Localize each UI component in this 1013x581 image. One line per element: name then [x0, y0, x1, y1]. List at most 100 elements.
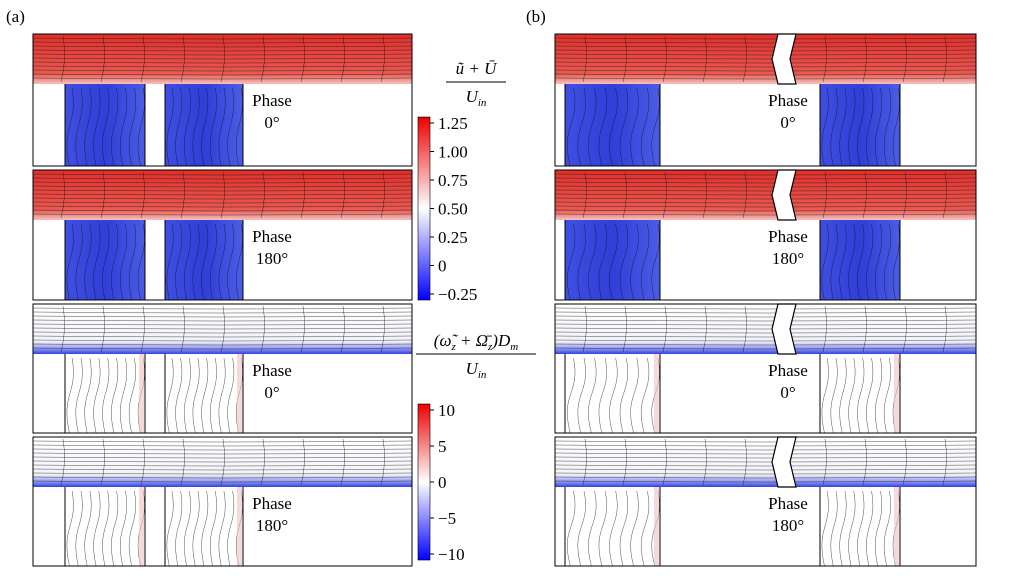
streamline [32, 45, 413, 48]
streamline [577, 223, 586, 301]
row-frame [554, 33, 977, 167]
streamline [640, 223, 650, 301]
streamline [137, 223, 145, 301]
streamline [119, 357, 127, 434]
streamline [32, 347, 413, 350]
streamline [839, 223, 847, 301]
streamline [227, 223, 235, 301]
streamline [651, 87, 660, 167]
cavity-frame [819, 487, 901, 566]
streamline [32, 41, 413, 44]
cavity-frame [164, 84, 244, 166]
streamline [883, 490, 891, 567]
streamline [209, 490, 217, 567]
streamline [119, 87, 127, 167]
cavity-frame [819, 354, 901, 433]
profile-line [702, 35, 707, 83]
streamline [630, 87, 639, 167]
profile-line [622, 35, 627, 83]
streamline [857, 357, 865, 434]
streamline [84, 87, 92, 167]
streamline [554, 181, 977, 184]
streamline [554, 476, 977, 479]
streamline [93, 87, 101, 167]
streamline [821, 490, 829, 567]
streamline [588, 490, 597, 567]
streamline [874, 490, 882, 567]
streamline [209, 223, 217, 301]
panel-label: (b) [526, 7, 546, 26]
cavity [65, 84, 145, 166]
streamline [567, 490, 576, 567]
streamline [32, 69, 413, 72]
profile-line [702, 171, 707, 219]
streamline [554, 335, 977, 338]
vortex-edge [654, 354, 659, 433]
profile-line [942, 438, 947, 486]
profile-line [140, 35, 145, 83]
streamline [75, 357, 83, 434]
profile-line [942, 305, 947, 353]
streamline [192, 357, 200, 434]
streamline [598, 490, 607, 567]
phase-label: Phase [252, 91, 292, 110]
phase-label: Phase [768, 91, 808, 110]
streamline [588, 357, 597, 434]
streamline [32, 49, 413, 52]
streamline [32, 339, 413, 342]
row-frame [32, 303, 413, 434]
streamline [554, 189, 977, 192]
profile-line [862, 35, 867, 83]
profile-line [380, 438, 385, 486]
streamline [609, 357, 618, 434]
profile-line [140, 171, 145, 219]
phase-angle: 0° [780, 383, 795, 402]
cavity-frame [564, 84, 661, 166]
streamline [32, 472, 413, 475]
streamline [567, 223, 576, 301]
streamline [93, 357, 101, 434]
streamline [554, 331, 977, 334]
streamline [66, 357, 74, 434]
streamline [102, 223, 110, 301]
streamline [554, 197, 977, 200]
profile-line [260, 35, 265, 83]
colorbar [417, 403, 431, 561]
row-frame [32, 33, 413, 167]
streamline [609, 223, 618, 301]
streamline [640, 490, 650, 567]
streamline [866, 357, 874, 434]
streamline [128, 490, 136, 567]
phase-label: Phase [768, 227, 808, 246]
streamline [577, 490, 586, 567]
label-part: in [478, 369, 487, 381]
streamline [32, 468, 413, 471]
colorbar-tick-label: 0.75 [438, 171, 468, 190]
colorbar-tick-label: 1.25 [438, 114, 468, 133]
streamline [84, 490, 92, 567]
streamline [235, 223, 243, 301]
streamline [839, 357, 847, 434]
streamline [619, 223, 628, 301]
profile-line [582, 171, 587, 219]
streamline [554, 37, 977, 40]
streamline [554, 311, 977, 314]
profile-line [582, 35, 587, 83]
cavity-frame [164, 487, 244, 566]
colorbar-tick-label: 0.25 [438, 228, 468, 247]
colorbar-tick-label: 0 [438, 473, 447, 492]
streamline [567, 357, 576, 434]
cavity-frame [819, 220, 901, 300]
streamline [111, 223, 119, 301]
streamline [830, 357, 838, 434]
cavity [565, 354, 660, 433]
streamline [137, 87, 145, 167]
profile-line [180, 171, 185, 219]
streamline [554, 177, 977, 180]
streamline [821, 223, 829, 301]
phase-label: Phase [252, 494, 292, 513]
cavity-frame [64, 354, 146, 433]
streamline [554, 61, 977, 64]
profile-line [60, 438, 65, 486]
streamline [588, 223, 597, 301]
